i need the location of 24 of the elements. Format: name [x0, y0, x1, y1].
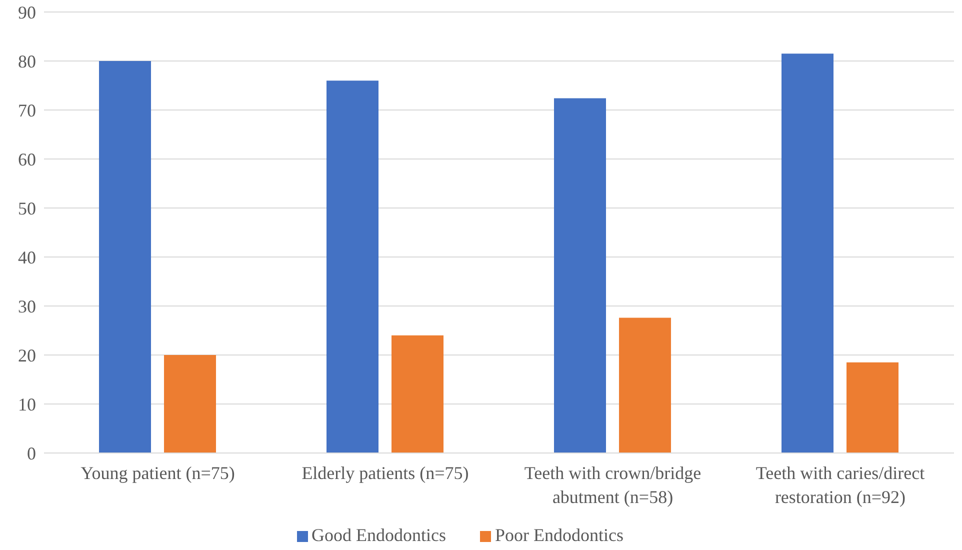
bar [164, 355, 216, 453]
bar [619, 318, 671, 453]
x-tick-label: Young patient (n=75) [80, 463, 235, 483]
y-tick-label: 80 [18, 51, 36, 72]
y-tick-label: 40 [18, 247, 36, 268]
y-tick-label: 20 [18, 345, 36, 366]
x-tick-label: Teeth with crown/bridge abutment (n=58) [524, 463, 702, 507]
y-tick-label: 60 [18, 149, 36, 170]
x-tick-label: Teeth with caries/direct restoration (n=92) [756, 463, 925, 507]
y-tick-label: 30 [18, 296, 36, 316]
bar [782, 54, 834, 453]
y-tick-label: 10 [18, 394, 36, 414]
bar [846, 362, 898, 453]
legend-label: Poor Endodontics [495, 525, 624, 545]
x-tick-label: Elderly patients (n=75) [302, 463, 469, 483]
y-tick-label: 50 [18, 198, 36, 218]
legend-label: Good Endodontics [312, 525, 446, 545]
bar [392, 335, 444, 453]
bar [326, 80, 378, 453]
bar [554, 98, 606, 453]
bar [99, 61, 151, 453]
y-tick-label: 90 [18, 2, 36, 22]
y-tick-label: 0 [27, 443, 36, 464]
y-tick-label: 70 [18, 100, 36, 120]
